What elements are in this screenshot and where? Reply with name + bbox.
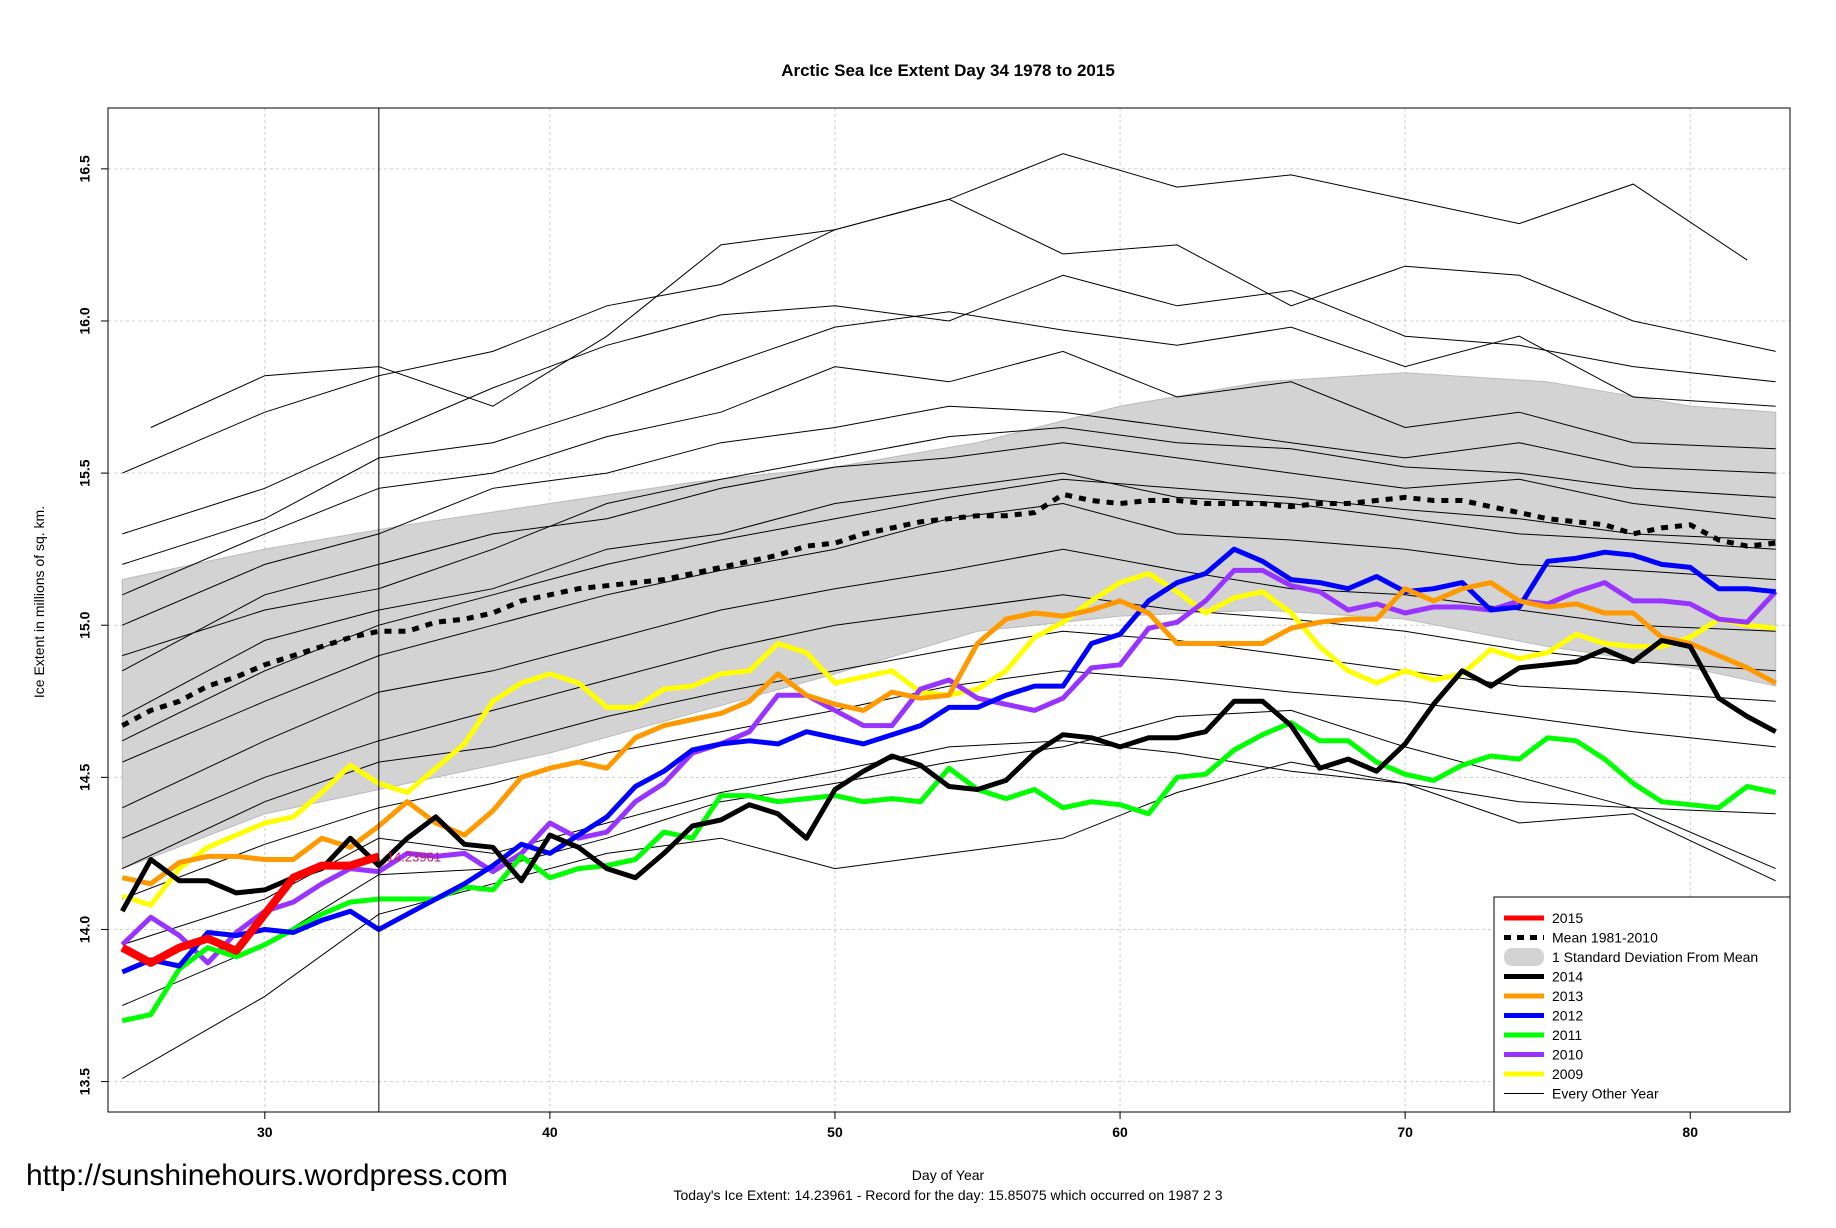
other-year-line-4 bbox=[122, 350, 1776, 596]
x-axis-label: Day of Year bbox=[912, 1167, 985, 1183]
other-year-line-14 bbox=[122, 761, 1776, 1079]
legend-label-2: 1 Standard Deviation From Mean bbox=[1552, 949, 1758, 965]
legend-swatch-2 bbox=[1504, 948, 1544, 966]
legend-label-9: Every Other Year bbox=[1552, 1086, 1659, 1102]
other-year-line-10 bbox=[122, 594, 1776, 839]
highlight-series-layer bbox=[120, 546, 1778, 1024]
mean-line bbox=[121, 491, 1776, 728]
other-year-line-3 bbox=[122, 311, 1776, 565]
y-tick-label-2: 14.5 bbox=[77, 763, 93, 790]
other-year-line-15 bbox=[122, 709, 1776, 1006]
y-tick-label-6: 16.5 bbox=[77, 155, 93, 182]
x-tick-label-4: 70 bbox=[1397, 1124, 1413, 1140]
other-year-line-1 bbox=[122, 198, 1776, 474]
x-tick-label-5: 80 bbox=[1682, 1124, 1698, 1140]
other-year-line-17 bbox=[122, 426, 1776, 657]
other-year-line-2 bbox=[122, 274, 1776, 535]
legend-label-5: 2012 bbox=[1552, 1008, 1583, 1024]
legend-label-6: 2011 bbox=[1552, 1027, 1582, 1043]
legend: 2015 Mean 1981-2010 1 Standard Deviation F… bbox=[1493, 896, 1791, 1113]
x-tick-label-1: 40 bbox=[542, 1124, 558, 1140]
axis-layer: 30 40 50 60 70 80 13.5 14.0 14.5 15.0 15.5 16.0 16.5 bbox=[77, 155, 1699, 1140]
other-year-line-7 bbox=[122, 472, 1776, 717]
today-annotation: 14.23961 bbox=[387, 850, 441, 865]
plot-border bbox=[107, 107, 1791, 1113]
other-year-line-9 bbox=[122, 548, 1776, 809]
series-line-2013 bbox=[121, 580, 1777, 887]
mean-layer bbox=[121, 491, 1776, 728]
footer-url: http://sunshinehours.wordpress.com bbox=[26, 1159, 508, 1192]
sd-band-layer bbox=[121, 372, 1777, 870]
other-year-line-12 bbox=[122, 670, 1776, 900]
legend-label-7: 2010 bbox=[1552, 1047, 1583, 1063]
series-line-2012 bbox=[121, 546, 1776, 975]
other-year-line-6 bbox=[122, 442, 1776, 672]
y-axis-label: Ice Extent in millions of sq. km. bbox=[31, 506, 47, 698]
y-tick-label-5: 16.0 bbox=[77, 307, 93, 334]
y-tick-label-1: 14.0 bbox=[77, 916, 93, 943]
other-year-line-16 bbox=[122, 478, 1776, 742]
legend-label-4: 2013 bbox=[1552, 988, 1583, 1004]
y-tick-label-0: 13.5 bbox=[77, 1068, 93, 1095]
chart-title: Arctic Sea Ice Extent Day 34 1978 to 201… bbox=[781, 61, 1115, 80]
footer-note: Today's Ice Extent: 14.23961 - Record fo… bbox=[673, 1187, 1222, 1203]
other-years-layer bbox=[122, 153, 1776, 1079]
other-year-line-13 bbox=[122, 740, 1776, 946]
legend-label-0: 2015 bbox=[1552, 910, 1583, 926]
series-line-2014 bbox=[120, 637, 1777, 913]
y-tick-label-3: 15.0 bbox=[77, 611, 93, 638]
y-tick-label-4: 15.5 bbox=[77, 459, 93, 486]
x-tick-label-3: 60 bbox=[1112, 1124, 1128, 1140]
legend-label-8: 2009 bbox=[1552, 1066, 1583, 1082]
other-year-line-5 bbox=[122, 405, 1776, 626]
x-tick-label-2: 50 bbox=[827, 1124, 843, 1140]
x-tick-label-0: 30 bbox=[257, 1124, 273, 1140]
sd-band bbox=[121, 372, 1777, 870]
series-line-2011 bbox=[121, 720, 1777, 1024]
legend-label-1: Mean 1981-2010 bbox=[1552, 930, 1658, 946]
series-line-2015 bbox=[120, 852, 381, 967]
legend-label-3: 2014 bbox=[1552, 969, 1583, 985]
